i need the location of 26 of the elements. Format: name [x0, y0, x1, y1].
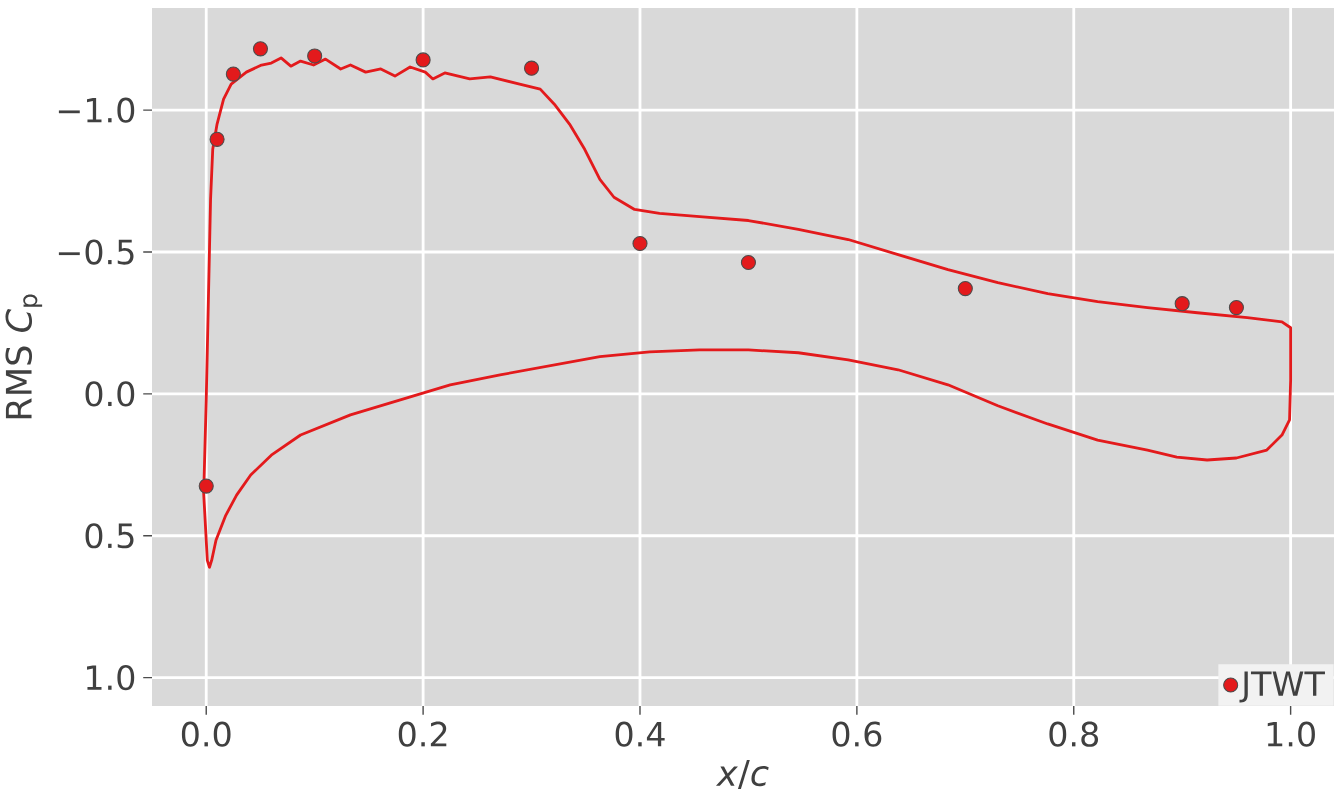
y-tick-label: −0.5	[58, 239, 134, 265]
x-tick-label: 0.4	[615, 721, 665, 747]
y-tick-label: −1.0	[58, 97, 135, 123]
point	[252, 41, 269, 57]
legend-label: JTWT	[1239, 671, 1325, 703]
point	[632, 235, 648, 252]
point	[740, 254, 756, 271]
x-axis-title: x/c	[715, 760, 769, 789]
y-axis-title: RMS C$_{p}$	[5, 294, 43, 419]
x-tick-label: 0.0	[181, 721, 231, 747]
x-tick-label: 0.8	[1049, 721, 1099, 747]
point	[1228, 300, 1244, 316]
x-tick-label: 0.6	[832, 721, 882, 747]
point	[307, 48, 323, 64]
y-tick-label: 0.0	[85, 381, 135, 407]
point	[198, 478, 214, 494]
point	[523, 60, 540, 76]
point	[415, 52, 431, 68]
point	[209, 131, 225, 147]
x-tick-label: 1.0	[1267, 721, 1315, 747]
point	[225, 66, 241, 82]
point	[957, 281, 973, 297]
point	[1174, 296, 1190, 312]
y-tick-label: 1.0	[87, 665, 135, 691]
x-tick-label: 0.2	[398, 721, 447, 747]
y-tick-label: 0.5	[85, 523, 134, 549]
